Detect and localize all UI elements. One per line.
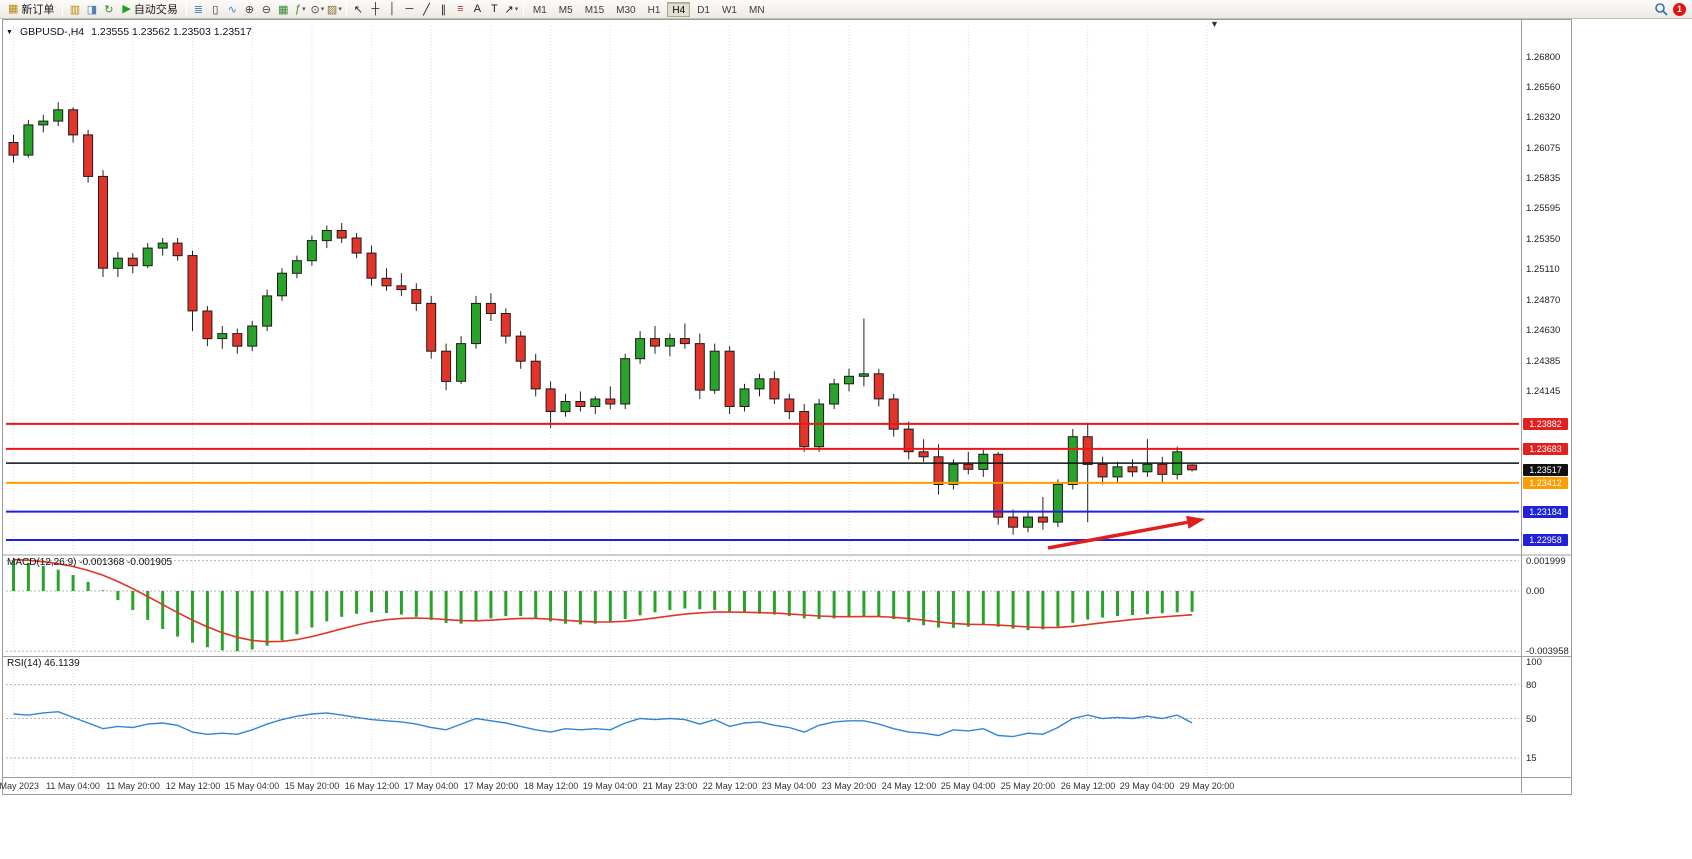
crosshair-icon[interactable]: ┼ (371, 3, 380, 15)
timeframe-D1[interactable]: D1 (697, 4, 710, 16)
timeframe-buttons: M1 M5 M15 M30 H1 H4 D1 W1 MN (527, 1, 771, 17)
chart-legend: ▼ GBPUSD-,H4 1.23555 1.23562 1.23503 1.2… (6, 26, 252, 38)
notification-badge[interactable]: 1 (1673, 2, 1686, 16)
dropdown-arrow-icon[interactable]: ▾ (320, 6, 325, 13)
timeframe-M1[interactable]: M1 (532, 4, 547, 16)
autotrade-label: 自动交易 (133, 4, 178, 16)
timeframe-W1[interactable]: W1 (721, 4, 737, 16)
periods-icon[interactable]: ⊙ ▾ (310, 3, 325, 16)
charts-window-icon[interactable]: ▥ (69, 3, 81, 16)
horizontal-line-icon[interactable]: ─ (405, 3, 414, 15)
ohlc-values: 1.23555 1.23562 1.23503 1.23517 (91, 26, 252, 38)
macd-legend-text: MACD(12,26,9) -0.001368 -0.001905 (7, 557, 173, 568)
text-icon[interactable]: A (473, 3, 482, 15)
toolbar-right: 1 (1654, 2, 1689, 16)
toolbar-separator (522, 2, 524, 16)
dropdown-arrow-icon[interactable]: ▾ (514, 6, 519, 13)
macd-legend: MACD(12,26,9) -0.001368 -0.001905 (7, 557, 172, 568)
arrow-annotation[interactable] (1047, 520, 1188, 550)
trendline-icon[interactable]: ╱ (423, 3, 430, 16)
autotrade-play-icon: ▶ (122, 2, 131, 15)
vertical-line-icon[interactable]: │ (388, 3, 396, 15)
macd-signal-line (13, 558, 1193, 643)
cursor-icon[interactable]: ↖ (353, 3, 363, 16)
timeframe-H4[interactable]: H4 (667, 1, 691, 17)
toolbar-separator (62, 2, 64, 16)
rsi-line (13, 710, 1193, 738)
refresh-icon[interactable]: ↻ (104, 3, 114, 16)
tile-windows-icon[interactable]: ▦ (278, 3, 289, 16)
toolbar-group-chart-controls: ≣ ▯ ∿ ⊕ ⊖ ▦ ƒ ▾ ⊙ ▾ ▨ ▾ (190, 1, 343, 18)
toolbar-group-windows: ▥ ◨ ↻ (66, 1, 117, 18)
macd-histogram (12, 560, 1194, 652)
toolbar-separator (345, 2, 347, 16)
profiles-icon[interactable]: ◨ (86, 3, 98, 16)
symbol-period-label: GBPUSD-,H4 (19, 26, 85, 38)
search-icon[interactable] (1654, 2, 1668, 16)
line-chart-icon[interactable]: ∿ (227, 3, 237, 16)
new-order-label: 新订单 (21, 4, 55, 16)
timeframe-M15[interactable]: M15 (584, 4, 605, 16)
arrow-objects-icon[interactable]: ↗ ▾ (504, 3, 519, 16)
collapse-triangle-icon[interactable]: ▼ (6, 28, 13, 36)
dropdown-arrow-icon[interactable]: ▾ (338, 6, 342, 13)
new-order-button[interactable]: ▦ 新订单 (3, 1, 59, 18)
zoom-in-icon[interactable]: ⊕ (244, 3, 254, 16)
arrow-annotation-head[interactable] (1186, 515, 1205, 529)
toolbar-group-drawing-tools: ↖ ┼ │ ─ ╱ ∥ ≡ A T ↗ ▾ (350, 1, 520, 18)
rsi-legend-text: RSI(14) 46.1139 (7, 658, 80, 669)
timeframe-M30[interactable]: M30 (616, 4, 636, 16)
timeframe-MN[interactable]: MN (748, 4, 765, 16)
candle-wicks (13, 102, 1193, 535)
bar-chart-icon[interactable]: ≣ (193, 3, 203, 16)
rsi-legend: RSI(14) 46.1139 (7, 658, 80, 669)
timeframe-M5[interactable]: M5 (558, 4, 573, 16)
new-order-icon: ▦ (8, 2, 19, 15)
text-label-icon[interactable]: T (491, 3, 498, 15)
zoom-out-icon[interactable]: ⊖ (261, 3, 271, 16)
toolbar: ▦ 新订单 ▥ ◨ ↻ ▶ 自动交易 ≣ ▯ ∿ ⊕ ⊖ ▦ ƒ ▾ ⊙ ▾ ▨ ▾ ↖ ┼ │ ─ ╱ ∥ ≡ A T ↗… (0, 0, 1692, 19)
dropdown-arrow-icon[interactable]: ▾ (302, 6, 306, 13)
indicators-icon[interactable]: ƒ ▾ (295, 3, 306, 15)
templates-icon[interactable]: ▨ ▾ (326, 3, 342, 16)
timeframe-H1[interactable]: H1 (647, 4, 661, 16)
chart-shift-marker-icon[interactable]: ▼ (1210, 19, 1219, 29)
toolbar-separator (185, 2, 187, 16)
macd-level-lines (6, 560, 1519, 652)
candle-bodies (8, 109, 1198, 528)
rsi-level-lines (6, 684, 1519, 759)
candlestick-chart-icon[interactable]: ▯ (212, 3, 219, 16)
fibonacci-icon[interactable]: ≡ (457, 3, 464, 15)
autotrade-button[interactable]: ▶ 自动交易 (117, 1, 182, 18)
channel-icon[interactable]: ∥ (440, 3, 447, 16)
